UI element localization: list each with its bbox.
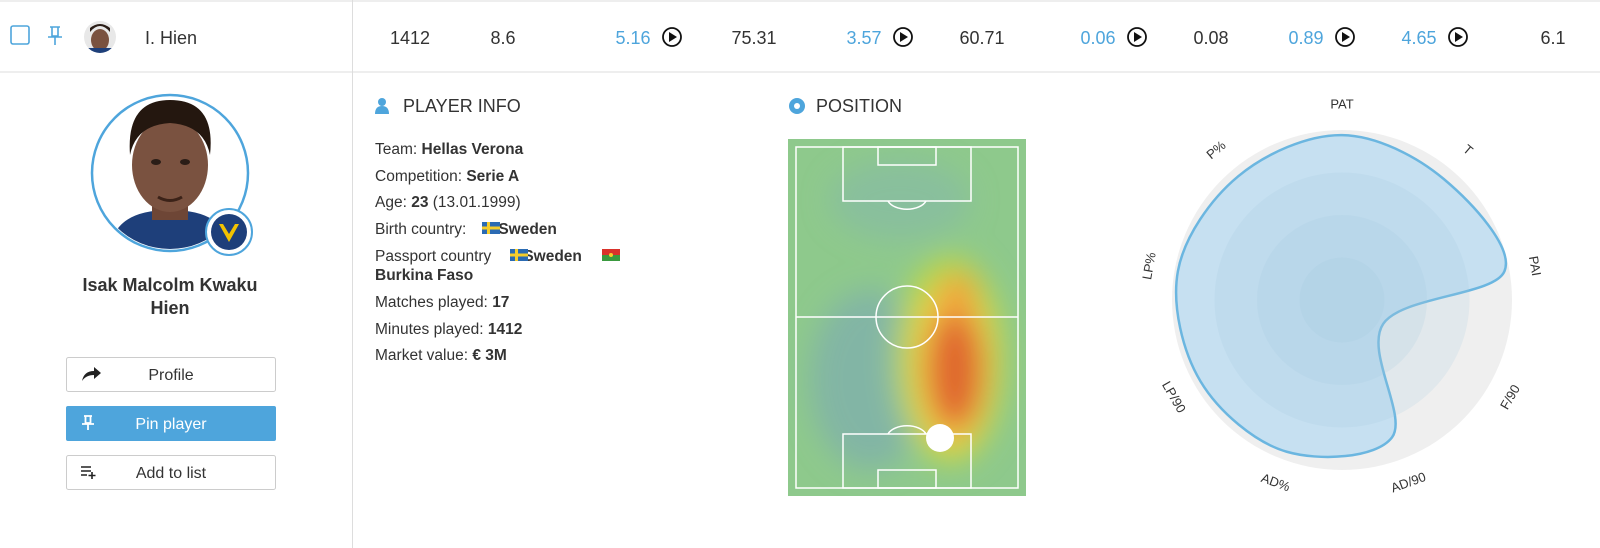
stat-value: 0.08	[1193, 28, 1228, 48]
radar-axis-label: LP%	[1139, 251, 1159, 281]
heatmap-pitch	[788, 139, 1026, 496]
radar-axis-label: AD%	[1259, 470, 1292, 494]
radar-axis-label: PAI	[1526, 255, 1544, 277]
stat-value[interactable]: 3.57	[846, 28, 881, 48]
info-label: Age:	[375, 194, 407, 211]
info-value: Burkina Faso	[375, 267, 473, 284]
info-row: Passport country Sweden	[375, 248, 582, 265]
button-label[interactable]: Profile	[148, 367, 193, 384]
stat-value: 75.31	[731, 28, 776, 48]
stat-value[interactable]: 5.16	[615, 28, 650, 48]
stat-value: 60.71	[959, 28, 1004, 48]
radar-shape	[1174, 133, 1508, 459]
play-icon[interactable]	[1448, 27, 1468, 47]
info-value: 23	[411, 194, 429, 211]
play-icon[interactable]	[900, 32, 908, 42]
info-row: Competition: Serie A	[375, 168, 519, 185]
stat-value[interactable]: 4.65	[1401, 28, 1436, 48]
ball-icon	[789, 98, 805, 114]
player-thumbnail	[84, 21, 116, 53]
section-title: POSITION	[816, 96, 902, 116]
info-value: Sweden	[523, 248, 582, 265]
button-label[interactable]: Add to list	[136, 465, 207, 482]
play-icon[interactable]	[1335, 27, 1355, 47]
info-value: Hellas Verona	[422, 141, 524, 158]
flag-sweden	[510, 249, 528, 261]
stat-value[interactable]: 0.89	[1288, 28, 1323, 48]
play-icon[interactable]	[893, 27, 913, 47]
stat-value[interactable]: 0.06	[1080, 28, 1115, 48]
info-row: Minutes played: 1412	[375, 321, 522, 338]
player-full-name: Isak Malcolm Kwaku Hien	[82, 275, 258, 318]
play-icon[interactable]	[1455, 32, 1463, 42]
flag-burkina-faso	[602, 249, 620, 261]
flag-sweden	[482, 222, 500, 234]
info-value: Sweden	[498, 221, 557, 238]
user-icon	[375, 98, 389, 114]
play-icon[interactable]	[1342, 32, 1350, 42]
info-label: Matches played:	[375, 294, 488, 311]
info-row: Market value: € 3M	[375, 347, 507, 364]
add-to-list-button[interactable]: Add to list	[66, 455, 276, 490]
info-row: Birth country: Sweden	[375, 221, 557, 238]
info-label: Competition:	[375, 168, 462, 185]
radar-axis-label: LP/90	[1159, 379, 1189, 416]
player-name[interactable]: I. Hien	[145, 28, 197, 48]
button-label[interactable]: Pin player	[135, 416, 207, 433]
section-title: PLAYER INFO	[403, 96, 521, 116]
radar-axis-label: F/90	[1497, 382, 1523, 412]
profile-button[interactable]: Profile	[66, 357, 276, 392]
stat-value: 8.6	[490, 28, 515, 48]
info-label: Market value:	[375, 347, 468, 364]
pin-button[interactable]: Pin player	[66, 406, 276, 441]
play-icon[interactable]	[662, 27, 682, 47]
radar-axis-label: AD/90	[1389, 469, 1428, 495]
play-icon[interactable]	[669, 32, 677, 42]
radar-axis-label: PAT	[1330, 96, 1353, 111]
info-value: 1412	[488, 321, 522, 338]
info-row: Team: Hellas Verona	[375, 141, 524, 158]
info-value: Serie A	[466, 168, 519, 185]
club-badge	[211, 214, 247, 250]
info-label: Team:	[375, 141, 417, 158]
play-icon[interactable]	[1134, 32, 1142, 42]
radar-axis-label: T	[1460, 142, 1476, 159]
info-label: Passport country	[375, 248, 492, 265]
stat-value: 6.1	[1540, 28, 1565, 48]
info-row: Matches played: 17	[375, 294, 509, 311]
pin-icon[interactable]	[48, 26, 62, 45]
radar-axis-label: P%	[1203, 137, 1228, 162]
club-badge	[219, 224, 239, 242]
play-icon[interactable]	[1127, 27, 1147, 47]
info-value: 17	[492, 294, 509, 311]
stat-value: 1412	[390, 28, 430, 48]
info-label: Minutes played:	[375, 321, 484, 338]
info-label: Birth country:	[375, 221, 466, 238]
info-value: € 3M	[472, 347, 506, 364]
info-value: (13.01.1999)	[433, 194, 521, 211]
checkbox[interactable]	[10, 25, 30, 45]
info-row: Age: 23 (13.01.1999)	[375, 194, 521, 211]
